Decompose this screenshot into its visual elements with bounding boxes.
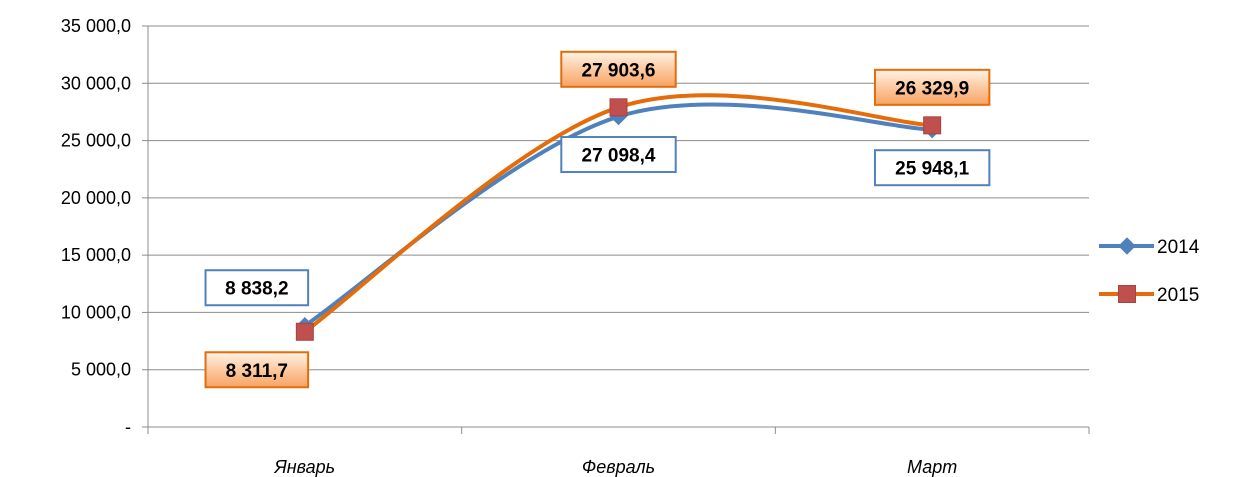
data-label: 27 098,4: [560, 136, 677, 174]
legend-marker: [1118, 285, 1136, 303]
data-label-box: [873, 68, 991, 106]
x-category-label: Март: [907, 457, 957, 477]
data-label-text: 27 903,6: [582, 60, 656, 81]
data-label-text: 26 329,9: [895, 78, 969, 99]
series-line-2015: [302, 93, 935, 334]
data-point-marker: [609, 98, 628, 117]
data-label: 25 948,1: [873, 149, 991, 187]
y-tick-label: 20 000,0: [61, 188, 131, 208]
data-point-marker: [923, 116, 942, 135]
data-label-box: [204, 269, 310, 307]
data-label: 8 311,7: [204, 351, 310, 389]
data-label-text: 25 948,1: [895, 159, 969, 180]
legend-marker: [1118, 237, 1136, 255]
data-label-text: 27 098,4: [582, 146, 656, 167]
y-tick-label: 15 000,0: [61, 245, 131, 265]
y-tick-label: 35 000,0: [61, 16, 131, 36]
data-label-box: [560, 136, 677, 174]
data-label-box: [204, 351, 310, 389]
y-tick-label: 25 000,0: [61, 131, 131, 151]
data-label-text: 8 311,7: [226, 361, 288, 382]
data-label-box: [560, 50, 677, 88]
x-category-label: Январь: [273, 457, 335, 477]
legend-label: 2015: [1157, 285, 1199, 306]
data-label-text: 8 838,2: [225, 279, 288, 300]
y-tick-label: 5 000,0: [71, 360, 131, 380]
data-label: 26 329,9: [873, 68, 991, 106]
x-category-label: Февраль: [582, 457, 655, 477]
y-tick-label: 30 000,0: [61, 73, 131, 93]
data-label-box: [873, 149, 991, 187]
legend-label: 2014: [1157, 237, 1200, 258]
data-point-marker: [295, 322, 314, 341]
data-label: 8 838,2: [204, 269, 310, 307]
y-tick-label: 10 000,0: [61, 302, 131, 322]
data-label: 27 903,6: [560, 50, 677, 88]
y-tick-label: -: [125, 417, 131, 437]
